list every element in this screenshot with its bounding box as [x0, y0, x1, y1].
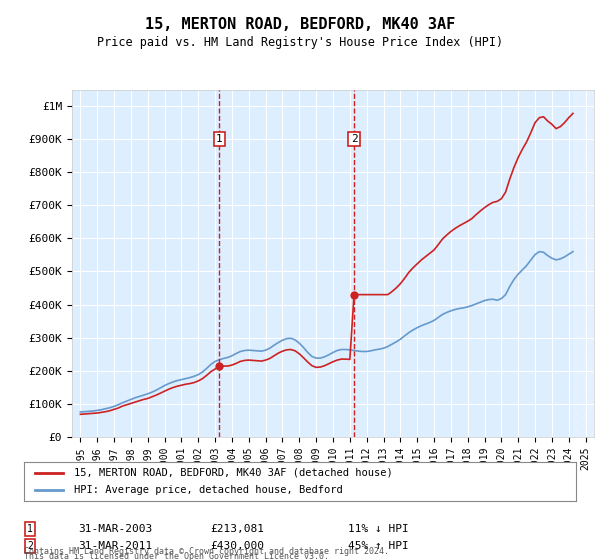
- Text: £430,000: £430,000: [210, 541, 264, 551]
- Text: 11% ↓ HPI: 11% ↓ HPI: [348, 524, 409, 534]
- Text: £213,081: £213,081: [210, 524, 264, 534]
- Text: 2: 2: [350, 134, 358, 144]
- Text: 31-MAR-2003: 31-MAR-2003: [78, 524, 152, 534]
- Bar: [573, 90, 594, 437]
- Text: Price paid vs. HM Land Registry's House Price Index (HPI): Price paid vs. HM Land Registry's House …: [97, 36, 503, 49]
- Text: This data is licensed under the Open Government Licence v3.0.: This data is licensed under the Open Gov…: [24, 552, 329, 560]
- Text: 1: 1: [27, 524, 33, 534]
- Text: 2: 2: [27, 541, 33, 551]
- Text: 15, MERTON ROAD, BEDFORD, MK40 3AF (detached house): 15, MERTON ROAD, BEDFORD, MK40 3AF (deta…: [74, 468, 392, 478]
- Text: 15, MERTON ROAD, BEDFORD, MK40 3AF: 15, MERTON ROAD, BEDFORD, MK40 3AF: [145, 17, 455, 32]
- Text: HPI: Average price, detached house, Bedford: HPI: Average price, detached house, Bedf…: [74, 485, 343, 495]
- Text: Contains HM Land Registry data © Crown copyright and database right 2024.: Contains HM Land Registry data © Crown c…: [24, 547, 389, 556]
- Text: 1: 1: [216, 134, 223, 144]
- Text: 45% ↑ HPI: 45% ↑ HPI: [348, 541, 409, 551]
- Text: 31-MAR-2011: 31-MAR-2011: [78, 541, 152, 551]
